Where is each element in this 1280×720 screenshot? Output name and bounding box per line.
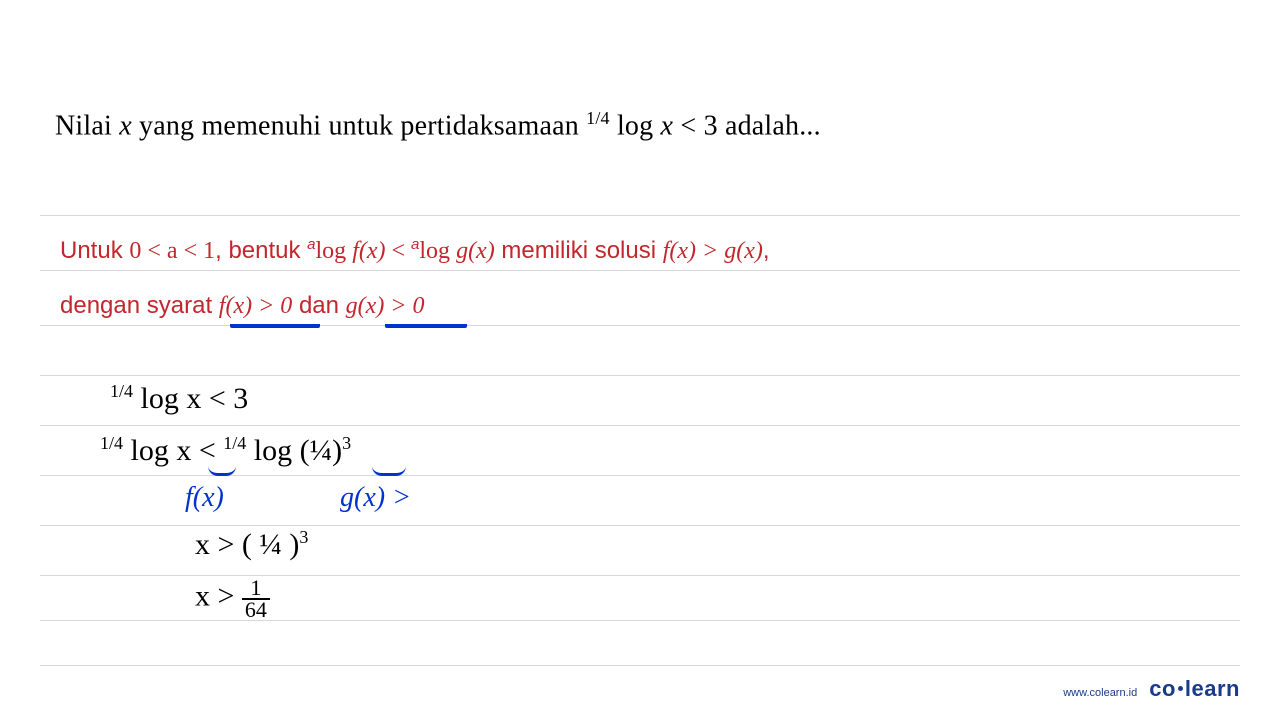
- footer: www.colearn.id colearn: [1063, 676, 1240, 702]
- w2-mid: log x <: [123, 434, 223, 467]
- r2-g: g(x) > 0: [346, 293, 425, 319]
- w3-body: x > ( ¼ ): [195, 528, 299, 561]
- q-var: x: [119, 110, 132, 141]
- brand-dot-icon: [1178, 686, 1183, 691]
- q-base: 1/4: [586, 108, 610, 128]
- q-prefix: Nilai: [55, 110, 119, 141]
- footer-url: www.colearn.id: [1063, 687, 1137, 699]
- r2-a: dengan syarat: [60, 292, 219, 319]
- work-line-3: x > ( ¼ )3: [195, 528, 308, 560]
- underline-mark: [230, 322, 320, 328]
- w4-a: x >: [195, 580, 242, 613]
- q-ineq: < 3: [673, 110, 725, 141]
- r2-f: f(x) > 0: [219, 293, 293, 319]
- work-line-4: x > 164: [195, 578, 270, 620]
- ruled-line: [40, 665, 1240, 666]
- brand-b: learn: [1185, 676, 1240, 701]
- r1-e: ,: [763, 237, 770, 264]
- q-log: log: [610, 110, 661, 141]
- ruled-line: [40, 375, 1240, 376]
- r1-c: , bentuk: [215, 237, 307, 264]
- ruled-line: [40, 215, 1240, 216]
- w3-exp: 3: [299, 527, 308, 547]
- r1-g: g(x): [456, 238, 495, 264]
- w2-exp: 3: [342, 433, 351, 453]
- r1-lt: <: [386, 238, 412, 264]
- q-mid: yang memenuhi untuk pertidaksamaan: [132, 110, 586, 141]
- ruled-line: [40, 425, 1240, 426]
- r1-a: Untuk: [60, 237, 129, 264]
- r1-log1: log: [316, 238, 353, 264]
- q-arg: x: [661, 110, 674, 141]
- ruled-line: [40, 270, 1240, 271]
- ruled-line: [40, 575, 1240, 576]
- r1-sup1: a: [307, 236, 315, 253]
- work-line-2: 1/4 log x < 1/4 log (¼)3: [100, 434, 351, 466]
- arc-mark: [372, 466, 406, 476]
- rule-line-1: Untuk 0 < a < 1, bentuk alog f(x) < alog…: [60, 236, 770, 265]
- brand-a: co: [1149, 676, 1176, 701]
- w1-pre: 1/4: [110, 381, 133, 401]
- ruled-line: [40, 525, 1240, 526]
- r1-d: memiliki solusi: [495, 237, 663, 264]
- fx-label: f(x): [185, 484, 224, 512]
- ruled-line: [40, 325, 1240, 326]
- rule-line-2: dengan syarat f(x) > 0 dan g(x) > 0: [60, 292, 425, 320]
- q-suffix: adalah...: [725, 110, 821, 141]
- r1-b: 0 < a < 1: [129, 238, 215, 264]
- w2-body2: log (¼): [246, 434, 342, 467]
- work-line-1: 1/4 log x < 3: [110, 382, 248, 414]
- w2-pre1: 1/4: [100, 433, 123, 453]
- gx-label: g(x) >: [340, 484, 411, 512]
- ruled-line: [40, 620, 1240, 621]
- underline-mark: [385, 322, 467, 328]
- r1-f: f(x): [352, 238, 385, 264]
- question-text: Nilai x yang memenuhi untuk pertidaksama…: [55, 108, 821, 142]
- w1-body: log x < 3: [133, 382, 248, 415]
- w2-pre2: 1/4: [223, 433, 246, 453]
- w4-frac: 164: [242, 578, 270, 620]
- r2-b: dan: [292, 292, 345, 319]
- r1-sol: f(x) > g(x): [663, 238, 763, 264]
- r1-log2: log: [419, 238, 456, 264]
- footer-brand: colearn: [1149, 676, 1240, 702]
- w4-den: 64: [242, 600, 270, 620]
